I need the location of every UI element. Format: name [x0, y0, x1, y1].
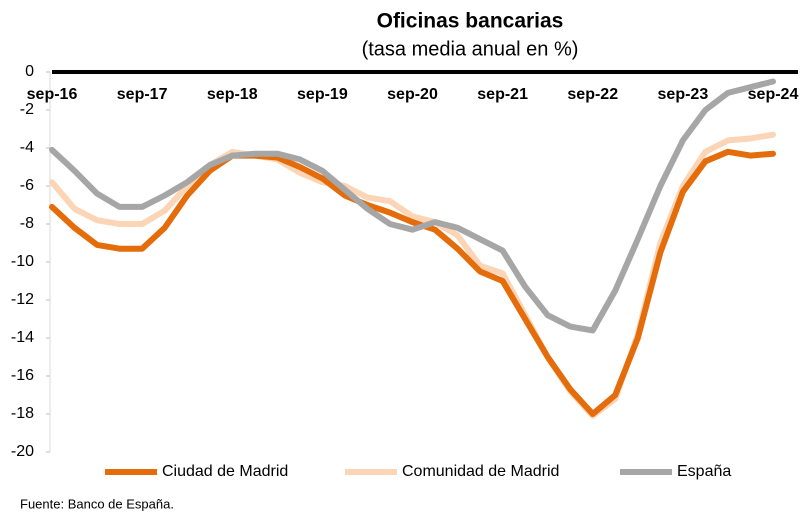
- y-tick-label: -12: [11, 291, 34, 308]
- chart-title: Oficinas bancarias: [377, 10, 564, 33]
- x-tick-label: sep-23: [658, 86, 709, 103]
- x-tick-label: sep-19: [297, 86, 348, 103]
- x-tick-label: sep-20: [387, 86, 438, 103]
- y-tick-label: 0: [25, 63, 34, 80]
- x-tick-label: sep-16: [27, 86, 78, 103]
- x-tick-label: sep-24: [748, 86, 799, 103]
- y-tick-label: -4: [20, 139, 34, 156]
- y-tick-label: -16: [11, 367, 34, 384]
- y-tick-label: -18: [11, 405, 34, 422]
- y-tick-label: -6: [20, 177, 34, 194]
- x-tick-label: sep-18: [207, 86, 258, 103]
- x-tick-label: sep-17: [117, 86, 168, 103]
- legend-label: España: [677, 463, 731, 480]
- y-tick-label: -10: [11, 253, 34, 270]
- series-line: [49, 78, 776, 334]
- x-tick-label: sep-21: [477, 86, 528, 103]
- legend-label: Ciudad de Madrid: [162, 463, 288, 480]
- y-tick-label: -20: [11, 443, 34, 460]
- y-tick-label: -14: [11, 329, 34, 346]
- y-tick-label: -8: [20, 215, 34, 232]
- x-tick-label: sep-22: [567, 86, 618, 103]
- source: Fuente: Banco de España.: [20, 496, 174, 511]
- series-line: [49, 148, 776, 417]
- legend-label: Comunidad de Madrid: [402, 463, 559, 480]
- chart-subtitle: (tasa media anual en %): [362, 38, 579, 60]
- y-tick-label: -2: [20, 101, 34, 118]
